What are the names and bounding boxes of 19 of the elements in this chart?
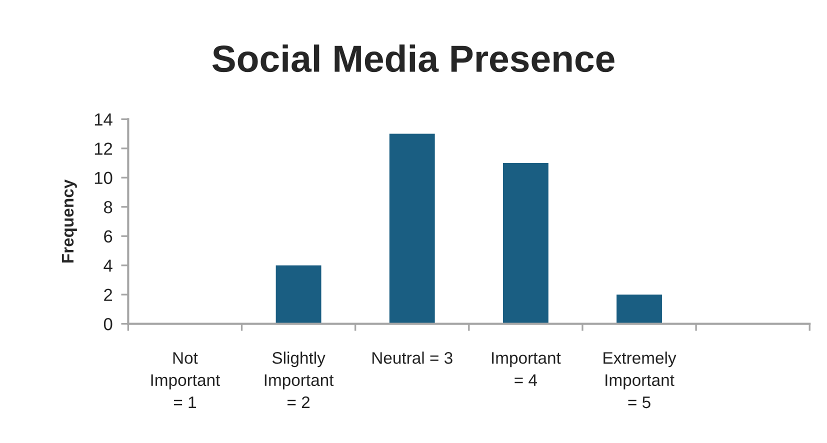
y-tick-label: 14	[94, 114, 112, 126]
bar	[502, 163, 548, 324]
y-tick-label: 4	[104, 260, 112, 272]
x-tick-label: Extremely Important = 5	[604, 352, 676, 408]
bar	[616, 294, 662, 324]
y-tick-label: 0	[104, 318, 112, 330]
y-axis-title: Frequency	[62, 179, 77, 263]
bar	[276, 265, 322, 324]
y-tick-label: 12	[94, 142, 112, 155]
x-tick-label: Slightly Important = 2	[264, 352, 334, 408]
x-tick-label: Important = 4	[492, 352, 561, 386]
x-tick-label: Neutral = 3	[372, 352, 452, 364]
chart-title: Social Media Presence	[212, 44, 614, 72]
x-tick-label: Not Important = 1	[151, 352, 220, 408]
y-tick-label: 2	[104, 288, 112, 301]
bar	[389, 134, 435, 324]
y-tick-label: 10	[94, 172, 112, 184]
y-tick-label: 6	[104, 230, 112, 243]
y-tick-label: 8	[104, 201, 112, 214]
